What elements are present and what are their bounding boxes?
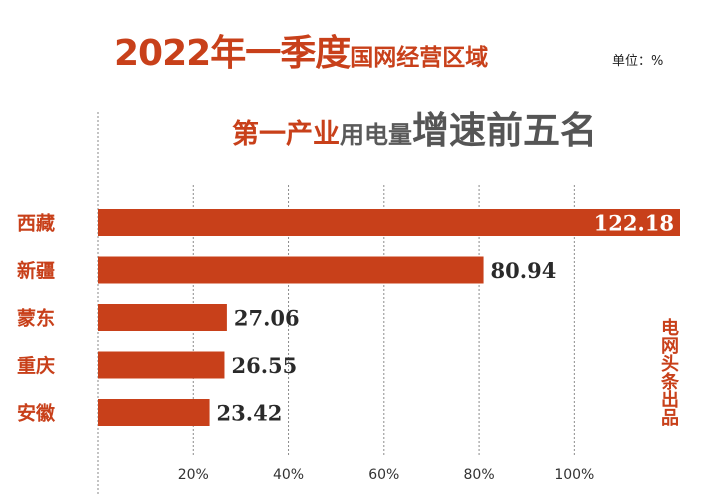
value-label: 26.55: [231, 353, 297, 378]
chart-subtitle: 第一产业用电量增速前五名: [232, 100, 597, 154]
bar: [98, 256, 484, 284]
value-label: 23.42: [217, 401, 283, 426]
bar: [98, 351, 225, 379]
x-tick-label: 60%: [368, 467, 399, 483]
category-label: 蒙东: [17, 307, 55, 330]
value-label: 27.06: [234, 306, 300, 331]
value-label: 80.94: [491, 258, 557, 283]
category-label: 安徽: [17, 402, 56, 425]
category-label: 新疆: [17, 259, 55, 282]
bars: 西藏 122.18 新疆 80.94 蒙东 27.06 重庆 26.55 安徽 23.42: [17, 209, 680, 426]
value-label: 122.18: [594, 211, 674, 236]
bar: [98, 209, 680, 236]
subtitle-part-top5: 增速前五名: [412, 109, 597, 152]
x-tick-label: 80%: [464, 467, 495, 483]
x-tick-label: 20%: [178, 467, 209, 483]
x-tick-label: 100%: [554, 467, 594, 483]
category-label: 西藏: [17, 212, 55, 235]
title-part-region: 国网经营区域: [350, 45, 489, 71]
source-label: 电网头条出品: [658, 318, 679, 426]
bar: [98, 304, 227, 331]
chart-title: 2022年一季度国网经营区域: [114, 24, 489, 74]
unit-label: 单位：%: [612, 54, 664, 69]
title-part-year: 2022年一季度: [114, 33, 351, 74]
subtitle-part-usage: 用电量: [340, 121, 412, 149]
bar: [98, 399, 210, 426]
subtitle-part-industry: 第一产业: [232, 119, 340, 150]
x-tick-label: 40%: [273, 467, 304, 483]
category-label: 重庆: [17, 354, 55, 377]
x-tick-labels: 20% 40% 60% 80% 100%: [178, 467, 595, 483]
